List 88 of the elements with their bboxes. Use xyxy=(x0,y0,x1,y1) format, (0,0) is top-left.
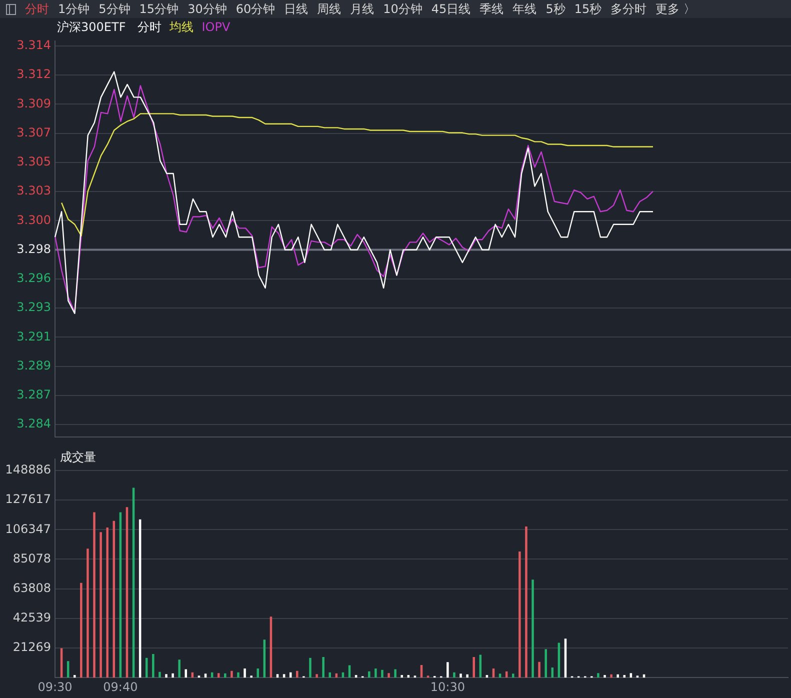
text: 多分时 xyxy=(610,0,647,18)
text: 月线 xyxy=(350,0,374,18)
bar xyxy=(446,662,449,678)
bar xyxy=(86,548,89,678)
bar xyxy=(518,552,521,678)
y-tick-label: 3.314 xyxy=(16,38,51,52)
text: 5分钟 xyxy=(98,0,130,18)
text: 均线 xyxy=(170,19,194,36)
text: 45日线 xyxy=(431,0,471,18)
y-tick-label: 3.287 xyxy=(16,388,51,402)
y-tick-label: 63808 xyxy=(12,580,51,595)
text: 分时 xyxy=(25,0,49,18)
bar xyxy=(172,673,174,678)
y-tick-label: 3.289 xyxy=(16,358,51,372)
bar xyxy=(100,532,102,678)
bar xyxy=(328,672,332,678)
text: 10分钟 xyxy=(383,0,422,18)
y-tick-label: 42539 xyxy=(12,610,51,625)
text: 1分钟 xyxy=(58,0,90,18)
y-tick-label: 3.309 xyxy=(16,96,51,110)
bar xyxy=(165,674,168,678)
x-tick-label: 10:30 xyxy=(430,680,465,694)
bar xyxy=(388,673,390,678)
bar xyxy=(460,674,462,678)
bar xyxy=(106,527,108,678)
y-tick-label: 3.300 xyxy=(16,212,51,227)
y-tick-label: 127617 xyxy=(5,492,51,506)
text: 分时 xyxy=(138,19,162,36)
x-tick-label: 09:40 xyxy=(103,680,138,694)
text: 30分钟 xyxy=(188,0,227,18)
text: 季线 xyxy=(480,0,504,18)
bar xyxy=(158,672,161,678)
text: IOPV xyxy=(202,19,230,36)
bar xyxy=(381,670,384,678)
y-tick-label: 106347 xyxy=(5,522,51,536)
bar xyxy=(296,670,298,678)
bar xyxy=(604,675,606,678)
text: 15分钟 xyxy=(139,0,179,18)
text: 60分钟 xyxy=(236,0,276,18)
y-tick-label: 3.298 xyxy=(16,242,51,256)
bar xyxy=(532,580,534,678)
bar xyxy=(400,675,403,678)
bar xyxy=(472,656,475,678)
bar xyxy=(74,675,76,678)
bar xyxy=(597,673,600,678)
bar xyxy=(316,674,318,678)
chart-title: 沪深300ETF xyxy=(57,19,126,36)
y-tick-label: 85078 xyxy=(12,551,51,566)
bar xyxy=(374,668,377,678)
text: 年线 xyxy=(512,0,537,18)
bar xyxy=(466,674,468,678)
bar xyxy=(93,512,96,678)
bar xyxy=(544,649,547,678)
y-tick-label: 3.291 xyxy=(16,329,51,344)
bar xyxy=(230,670,233,678)
bar xyxy=(616,674,619,678)
text: 周线 xyxy=(317,0,342,18)
bar xyxy=(152,654,154,678)
y-tick-label: 3.293 xyxy=(16,300,51,314)
bar xyxy=(610,674,612,678)
y-tick-label: 148886 xyxy=(5,462,51,477)
text: 5秒 xyxy=(546,0,566,18)
y-tick-label: 21269 xyxy=(12,640,51,654)
bar xyxy=(525,526,528,678)
bar xyxy=(512,674,514,678)
bar xyxy=(237,672,240,678)
y-tick-label: 3.312 xyxy=(16,67,51,82)
bar xyxy=(538,662,540,678)
bar xyxy=(178,660,180,678)
y-tick-label: 3.296 xyxy=(16,271,51,286)
bar xyxy=(244,668,246,678)
bar xyxy=(453,672,456,678)
text: 更多 〉 xyxy=(656,0,696,18)
bar xyxy=(394,669,396,678)
bar xyxy=(368,671,370,678)
bar xyxy=(224,673,226,678)
text: 日线 xyxy=(284,0,308,18)
text: 15秒 xyxy=(574,0,602,18)
chart-title: 成交量 xyxy=(60,449,96,466)
y-tick-label: 3.284 xyxy=(16,416,51,431)
y-tick-label: 3.305 xyxy=(16,154,51,169)
y-tick-label: 3.307 xyxy=(16,125,51,140)
bar xyxy=(145,658,148,678)
x-tick-label: 09:30 xyxy=(38,680,72,694)
bar xyxy=(80,582,82,678)
bar xyxy=(322,656,324,678)
y-tick-label: 3.303 xyxy=(16,184,51,198)
bar xyxy=(309,658,312,678)
